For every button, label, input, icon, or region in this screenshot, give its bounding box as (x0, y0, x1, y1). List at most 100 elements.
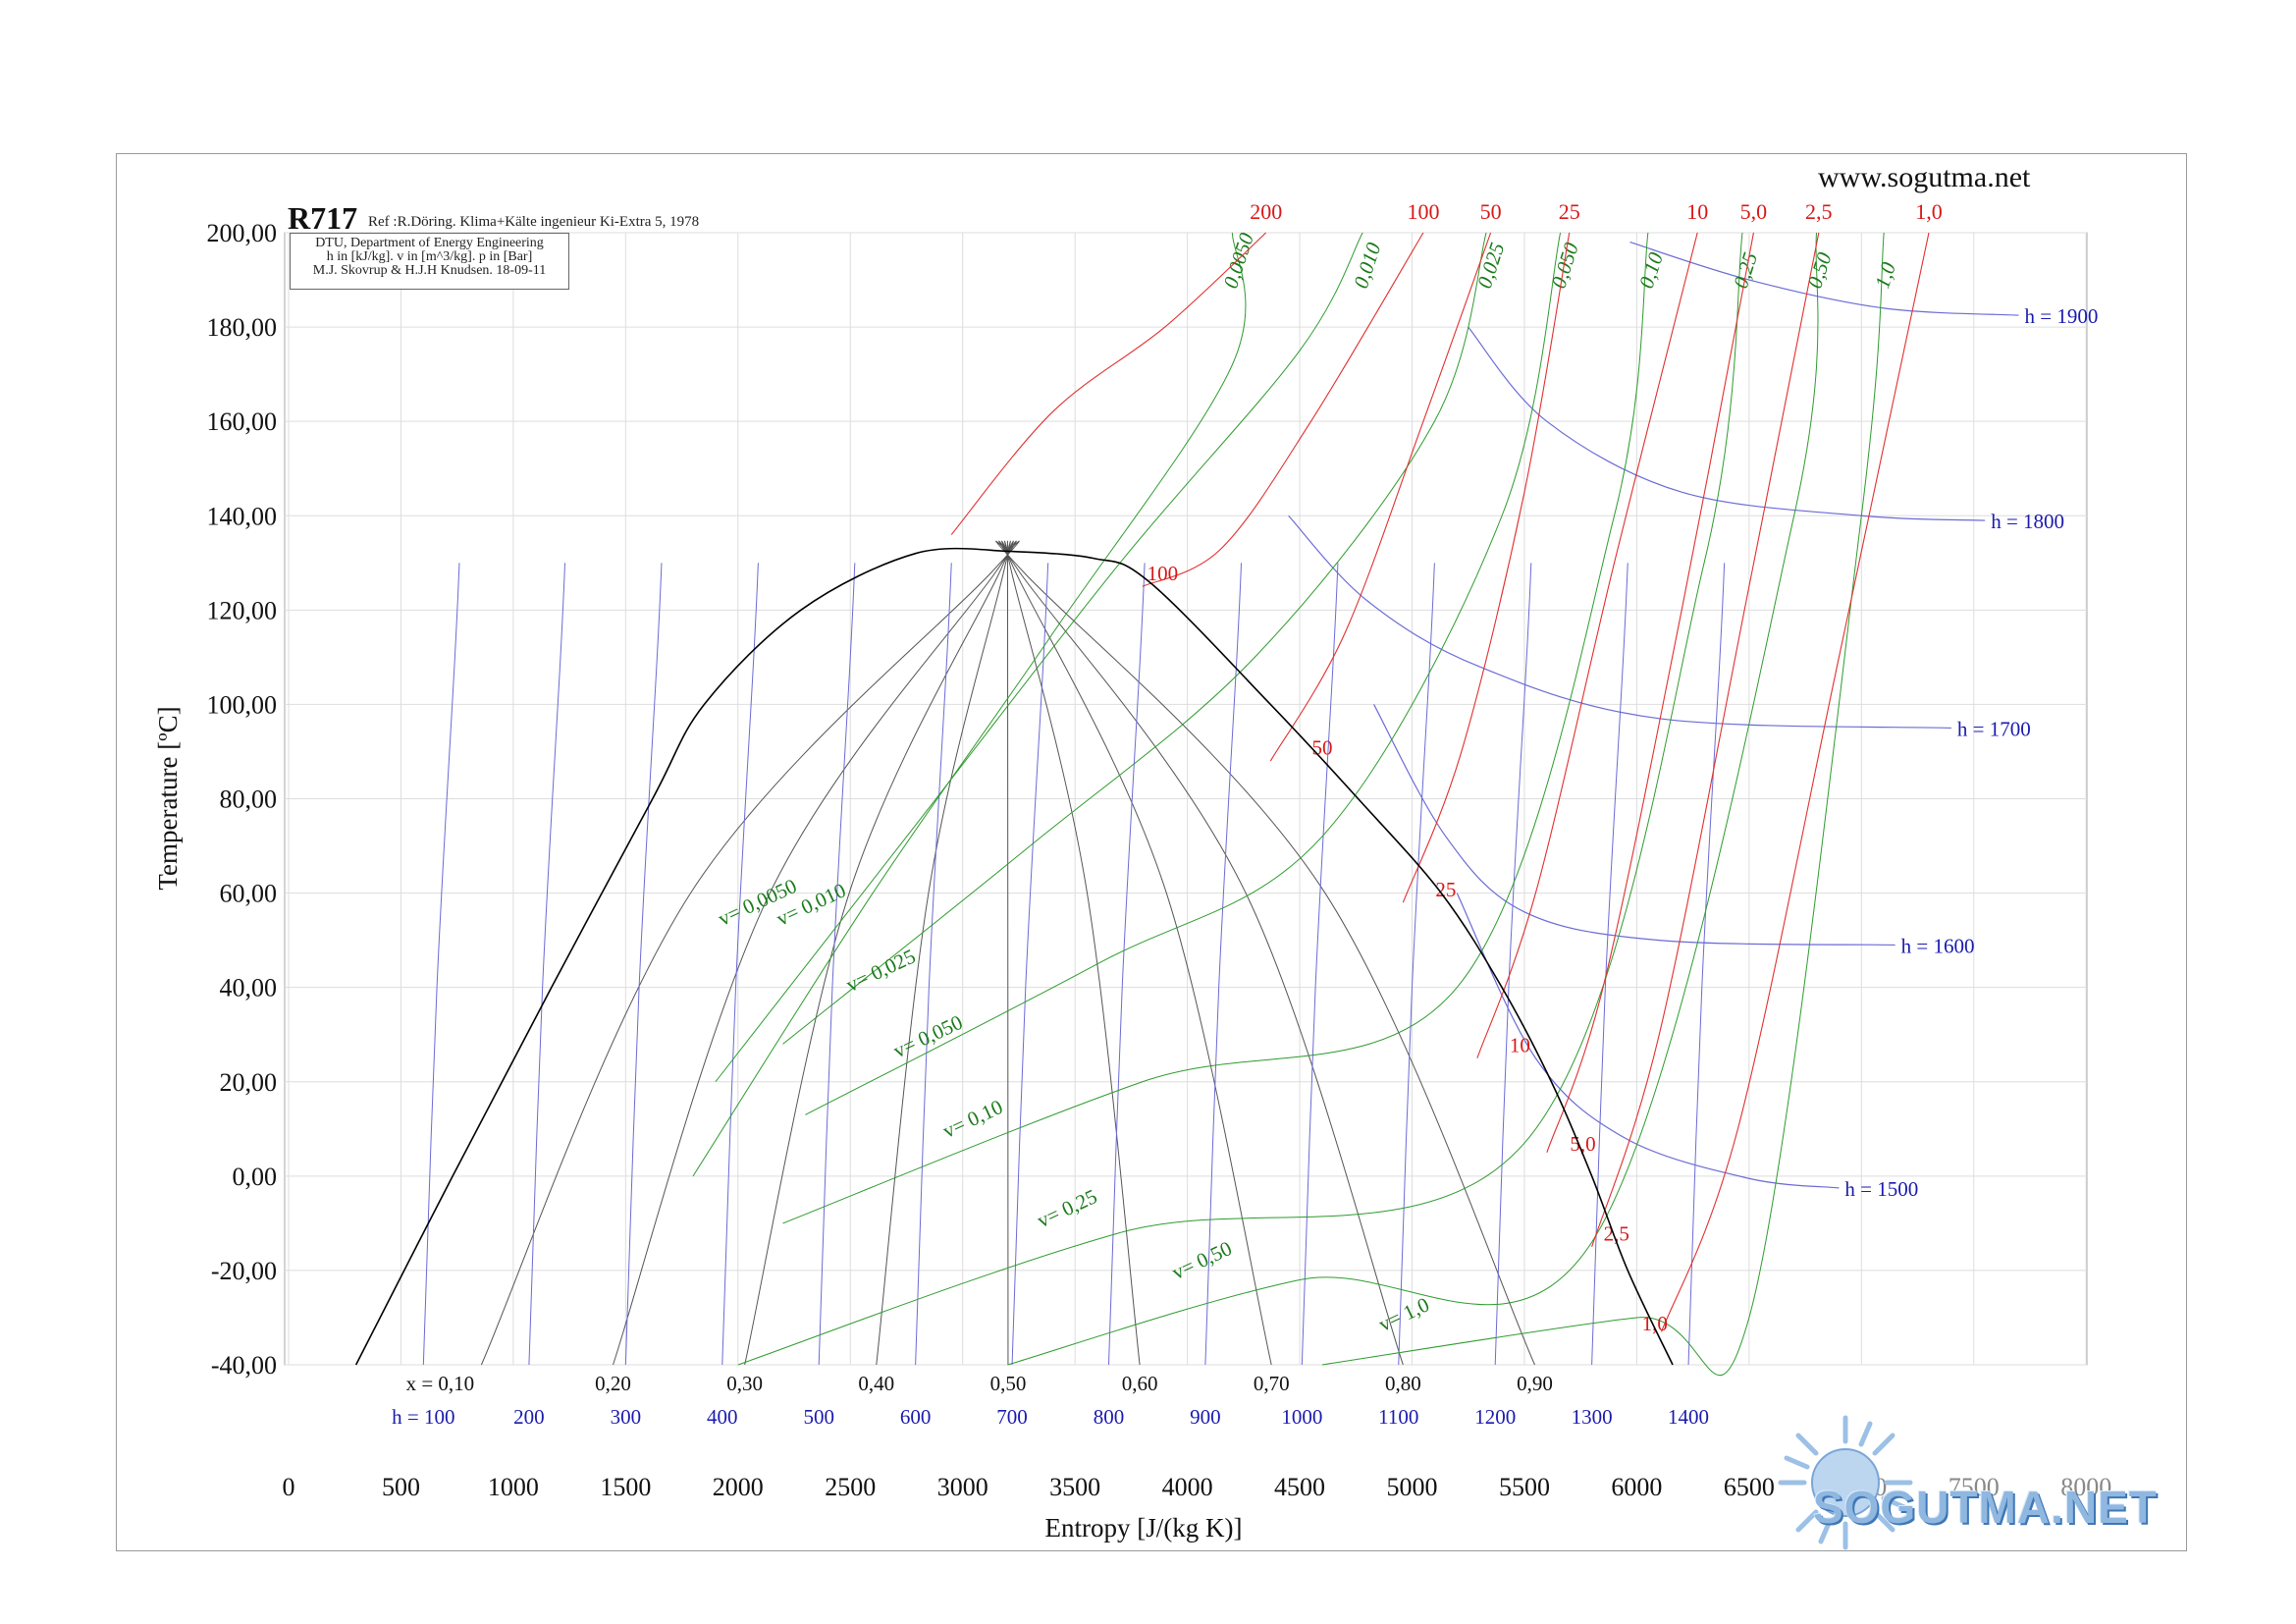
enthalpy-bottom-label: 1300 (1572, 1405, 1613, 1429)
quality-label: 0,40 (858, 1372, 894, 1395)
enthalpy-line (1494, 563, 1532, 1366)
reference-text: Ref :R.Döring. Klima+Kälte ingenieur Ki-… (368, 214, 700, 230)
y-tick-label: 120,00 (207, 596, 278, 624)
enthalpy-line (1301, 563, 1339, 1366)
enthalpy-line (1687, 563, 1726, 1366)
x-tick-label: 8000 (2060, 1473, 2111, 1501)
enthalpy-line (624, 563, 663, 1366)
volume-line (1321, 232, 1885, 1377)
x-tick-label: 7500 (1949, 1473, 2000, 1501)
pressure-line (950, 232, 1267, 535)
y-tick-label: 60,00 (220, 880, 278, 908)
enthalpy-bottom-label: h = 100 (392, 1405, 454, 1429)
enthalpy-line (915, 563, 952, 1366)
pressure-dome-label: 1,0 (1642, 1312, 1668, 1335)
x-tick-label: 3500 (1049, 1473, 1100, 1501)
logo-text[interactable]: SOGUTMA.NET (1813, 1482, 2158, 1533)
enthalpy-bottom-label: 600 (900, 1405, 932, 1429)
volume-line (782, 232, 1649, 1224)
quality-label: 0,50 (990, 1372, 1027, 1395)
volume-line (692, 232, 1247, 1177)
enthalpy-curve (1373, 704, 1896, 947)
y-tick-label: -40,00 (211, 1351, 277, 1380)
volume-line (715, 232, 1363, 1083)
pressure-top-label: 100 (1407, 199, 1439, 224)
enthalpy-curve-label: h = 1500 (1844, 1177, 1918, 1201)
quality-label: 0,80 (1385, 1372, 1421, 1395)
pressure-dome-label: 10 (1510, 1033, 1530, 1056)
quality-label: x = 0,10 (406, 1372, 475, 1395)
x-tick-label: 2000 (713, 1473, 764, 1501)
chart-title: R717 (288, 200, 358, 236)
y-axis-label: Temperature [ºC] (153, 706, 183, 890)
pressure-line (1142, 232, 1424, 587)
chart-frame (116, 153, 2187, 1551)
enthalpy-line (1011, 563, 1049, 1366)
y-tick-label: 100,00 (207, 690, 278, 719)
x-tick-label: 6500 (1724, 1473, 1775, 1501)
x-tick-label: 6000 (1611, 1473, 1662, 1501)
enthalpy-bottom-label: 1400 (1668, 1405, 1709, 1429)
pressure-top-label: 10 (1686, 199, 1708, 224)
enthalpy-line (1398, 563, 1435, 1366)
pressure-line (1269, 232, 1492, 762)
enthalpy-curve (1468, 326, 1986, 521)
quality-label: 0,30 (726, 1372, 763, 1395)
enthalpy-bottom-label: 700 (996, 1405, 1028, 1429)
x-tick-label: 2500 (825, 1473, 876, 1501)
volume-line (1007, 232, 1819, 1366)
website-label[interactable]: www.sogutma.net (1818, 161, 2031, 193)
pressure-top-label: 2,5 (1805, 199, 1833, 224)
y-tick-label: 40,00 (220, 974, 278, 1002)
enthalpy-bottom-label: 900 (1190, 1405, 1221, 1429)
x-tick-label: 4000 (1162, 1473, 1213, 1501)
enthalpy-curve-label: h = 1900 (2025, 304, 2099, 328)
enthalpy-curve-label: h = 1700 (1957, 717, 2031, 740)
pressure-top-label: 1,0 (1915, 199, 1943, 224)
enthalpy-curve-label: h = 1600 (1901, 934, 1975, 957)
x-tick-label: 500 (382, 1473, 420, 1501)
x-tick-label: 1000 (488, 1473, 539, 1501)
enthalpy-line (818, 563, 856, 1366)
enthalpy-bottom-label: 1100 (1378, 1405, 1418, 1429)
x-tick-label: 1500 (600, 1473, 651, 1501)
y-tick-label: 0,00 (233, 1163, 278, 1191)
enthalpy-bottom-label: 1000 (1281, 1405, 1322, 1429)
pressure-top-label: 5,0 (1740, 199, 1768, 224)
pressure-top-label: 200 (1250, 199, 1282, 224)
pressure-dome-label: 5,0 (1570, 1132, 1595, 1156)
x-tick-label: 3000 (937, 1473, 988, 1501)
volume-line (805, 232, 1562, 1115)
enthalpy-line (422, 563, 460, 1366)
info-line-2: h in [kJ/kg]. v in [m^3/kg]. p in [Bar] (326, 249, 533, 264)
pressure-line (1402, 232, 1571, 903)
x-tick-label: 4500 (1274, 1473, 1325, 1501)
x-axis-label: Entropy [J/(kg K)] (1045, 1513, 1243, 1543)
x-tick-label: 0 (283, 1473, 295, 1501)
y-tick-label: 160,00 (207, 407, 278, 436)
enthalpy-bottom-label: 500 (803, 1405, 834, 1429)
enthalpy-line (721, 563, 759, 1366)
enthalpy-line (1107, 563, 1146, 1366)
quality-line (995, 540, 1535, 1366)
quality-label: 0,90 (1517, 1372, 1553, 1395)
y-tick-label: -20,00 (211, 1257, 277, 1285)
enthalpy-curve (1629, 242, 2019, 316)
quality-line (744, 540, 1014, 1366)
quality-line (480, 540, 1020, 1366)
enthalpy-curve (1288, 514, 1951, 730)
y-tick-label: 20,00 (220, 1068, 278, 1097)
pressure-dome-label: 100 (1148, 562, 1179, 585)
pressure-top-label: 50 (1480, 199, 1502, 224)
volume-line (737, 232, 1743, 1366)
x-tick-label: 5000 (1387, 1473, 1438, 1501)
saturated-vapor-line (1007, 550, 1674, 1366)
y-tick-label: 200,00 (207, 219, 278, 247)
enthalpy-bottom-label: 200 (513, 1405, 545, 1429)
volume-line (782, 232, 1487, 1045)
enthalpy-bottom-label: 400 (707, 1405, 738, 1429)
quality-label: 0,60 (1122, 1372, 1158, 1395)
enthalpy-bottom-label: 300 (611, 1405, 642, 1429)
enthalpy-curve (1456, 893, 1840, 1189)
